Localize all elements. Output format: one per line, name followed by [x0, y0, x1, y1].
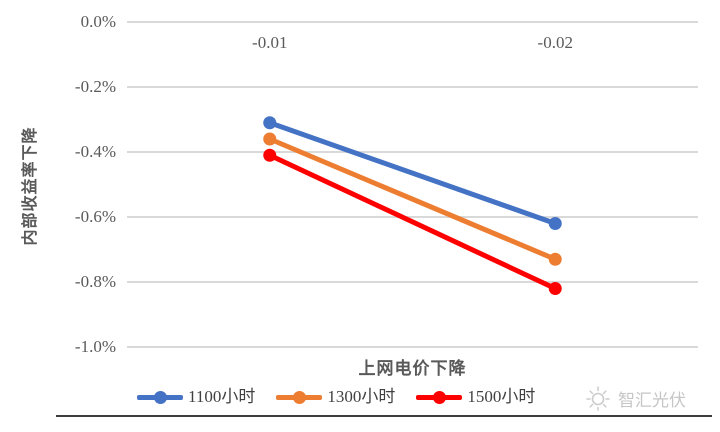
- legend: 1100小时 1300小时 1500小时: [137, 387, 535, 407]
- watermark: 智汇光伏: [585, 385, 686, 411]
- data-point-marker: [548, 217, 562, 230]
- y-tick-label: -1.0%: [74, 337, 116, 356]
- legend-line-marker-icon: [416, 390, 463, 404]
- legend-label: 1100小时: [188, 387, 256, 406]
- data-point-marker: [548, 282, 562, 295]
- legend-item: 1500小时: [416, 387, 535, 407]
- legend-line-marker-icon: [276, 390, 323, 404]
- legend-label: 1300小时: [327, 387, 396, 406]
- y-tick-label: -0.6%: [74, 207, 116, 226]
- series-line: [267, 120, 558, 226]
- x-tick-label: -0.01: [252, 33, 288, 52]
- watermark-text: 智汇光伏: [618, 390, 686, 410]
- series-line: [267, 152, 558, 291]
- y-tick-label: -0.4%: [74, 142, 116, 161]
- data-point-marker: [548, 252, 562, 266]
- sun-icon: [586, 386, 610, 411]
- x-tick-label: -0.02: [537, 33, 573, 52]
- series-line: [267, 136, 558, 262]
- y-tick-label: 0.0%: [80, 12, 116, 31]
- x-axis-title: 上网电价下降: [358, 359, 467, 378]
- data-point-marker: [263, 116, 277, 130]
- y-axis-title: 内部收益率下降: [22, 126, 39, 246]
- legend-item: 1300小时: [276, 387, 395, 407]
- legend-line-marker-icon: [137, 390, 183, 404]
- data-point-marker: [263, 132, 277, 146]
- legend-item: 1100小时: [137, 387, 255, 407]
- y-tick-label: -0.2%: [74, 77, 116, 96]
- y-tick-label: -0.8%: [74, 272, 116, 291]
- data-point-marker: [263, 148, 277, 162]
- legend-label: 1500小时: [467, 387, 536, 406]
- bottom-divider-line: [56, 415, 712, 417]
